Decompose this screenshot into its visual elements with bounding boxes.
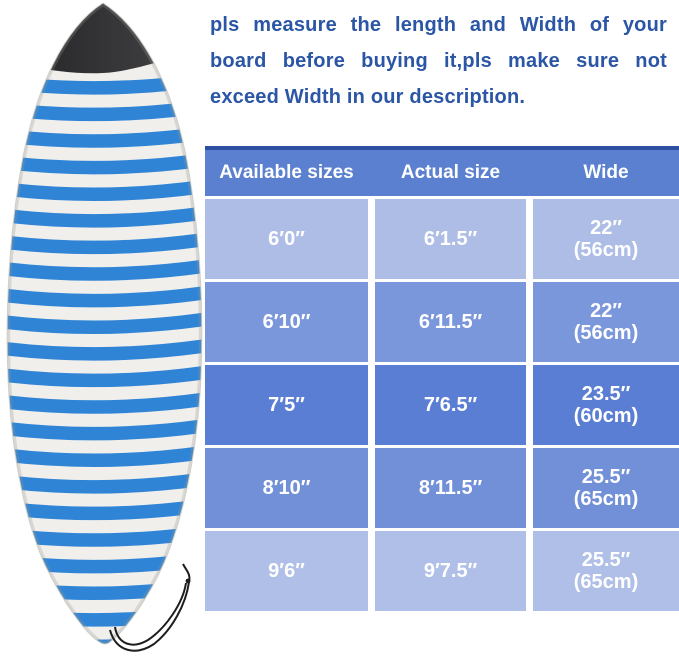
actual-size-cell: 9′7.5′′	[375, 531, 526, 611]
size-table: Available sizes Actual size Wide 6′0′′ 6′…	[205, 146, 679, 611]
board-blue-stripe	[7, 337, 202, 361]
board-blue-stripe	[7, 204, 202, 228]
notice-text: pls measure the length and Width of your…	[210, 7, 667, 115]
actual-size-cell: 7′6.5′′	[375, 365, 526, 445]
size-table-row: 7′5′′ 7′6.5′′ 23.5′′ (60cm)	[205, 365, 679, 445]
wide-inches: 22′′	[590, 217, 622, 239]
surfboard-sock-image	[6, 2, 203, 652]
wide-cm: (60cm)	[573, 405, 639, 427]
actual-size-cell: 6′1.5′′	[375, 199, 526, 279]
col-header-actual-size: Actual size	[400, 162, 501, 183]
size-table-row: 8′10′′ 8′11.5′′ 25.5′′ (65cm)	[205, 448, 679, 528]
wide-cm: (65cm)	[573, 571, 639, 593]
available-size-cell: 6′0′′	[205, 199, 368, 279]
board-blue-stripe	[7, 443, 202, 467]
cord-knot	[185, 578, 191, 584]
board-nose-cap	[7, 3, 202, 74]
notice-line-2: board before buying it,pls make sure not	[210, 50, 667, 72]
wide-cm: (65cm)	[573, 488, 639, 510]
wide-inches: 25.5′′	[581, 466, 631, 488]
board-blue-stripe	[7, 230, 202, 255]
wide-inches: 25.5′′	[581, 549, 631, 571]
wide-cell: 22′′ (56cm)	[533, 199, 679, 279]
size-table-row: 6′0′′ 6′1.5′′ 22′′ (56cm)	[205, 199, 679, 279]
wide-inches: 23.5′′	[581, 383, 631, 405]
actual-size-cell: 8′11.5′′	[375, 448, 526, 528]
wide-cell: 25.5′′ (65cm)	[533, 531, 679, 611]
available-size-cell: 6′10′′	[205, 282, 368, 362]
drawstring-cord	[109, 563, 191, 652]
wide-cm: (56cm)	[573, 239, 639, 261]
wide-cell: 23.5′′ (60cm)	[533, 365, 679, 445]
board-blue-stripe	[7, 310, 202, 334]
size-table-body: 6′0′′ 6′1.5′′ 22′′ (56cm) 6′10′′ 6′11.5′′ 22′′…	[205, 199, 679, 611]
board-blue-stripe	[7, 363, 202, 388]
size-table-header: Available sizes Actual size Wide	[205, 146, 679, 196]
board-blue-stripe	[7, 284, 202, 308]
board-outline	[6, 2, 203, 645]
wide-cell: 22′′ (56cm)	[533, 282, 679, 362]
available-size-cell: 7′5′′	[205, 365, 368, 445]
board-blue-stripe	[7, 257, 202, 281]
col-header-wide: Wide	[583, 162, 629, 183]
wide-inches: 22′′	[590, 300, 622, 322]
available-size-cell: 9′6′′	[205, 531, 368, 611]
info-panel: pls measure the length and Width of your…	[205, 0, 679, 611]
wide-cm: (56cm)	[573, 322, 639, 344]
notice-line-1: pls measure the length and Width of your	[210, 14, 667, 36]
size-table-row: 6′10′′ 6′11.5′′ 22′′ (56cm)	[205, 282, 679, 362]
actual-size-cell: 6′11.5′′	[375, 282, 526, 362]
board-blue-stripe	[7, 417, 202, 441]
col-header-available-sizes: Available sizes	[219, 162, 354, 183]
board-blue-stripe	[7, 177, 202, 201]
notice-line-3: exceed Width in our description.	[210, 86, 526, 108]
size-table-row: 9′6′′ 9′7.5′′ 25.5′′ (65cm)	[205, 531, 679, 611]
wide-cell: 25.5′′ (65cm)	[533, 448, 679, 528]
available-size-cell: 8′10′′	[205, 448, 368, 528]
board-blue-stripe	[7, 390, 202, 414]
